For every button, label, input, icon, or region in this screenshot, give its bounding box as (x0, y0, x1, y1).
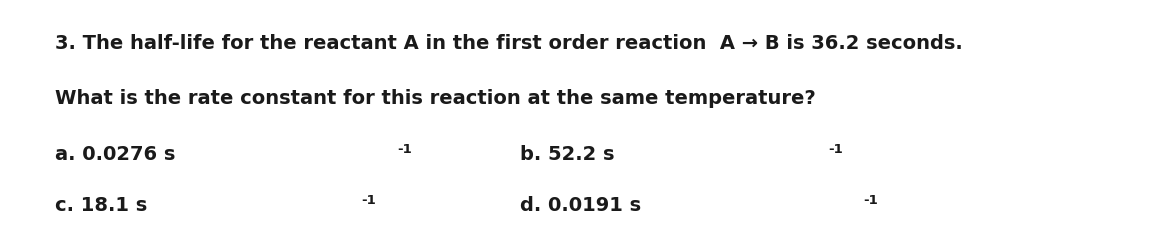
Text: b. 52.2 s: b. 52.2 s (520, 145, 615, 164)
Text: a. 0.0276 s: a. 0.0276 s (55, 145, 176, 164)
Text: 3. The half-life for the reactant A in the first order reaction  A → B is 36.2 s: 3. The half-life for the reactant A in t… (55, 34, 963, 53)
Text: -1: -1 (829, 143, 844, 156)
Text: What is the rate constant for this reaction at the same temperature?: What is the rate constant for this react… (55, 89, 816, 108)
Text: c. 18.1 s: c. 18.1 s (55, 196, 148, 215)
Text: -1: -1 (361, 194, 376, 207)
Text: -1: -1 (398, 143, 412, 156)
Text: d. 0.0191 s: d. 0.0191 s (520, 196, 642, 215)
Text: -1: -1 (862, 194, 877, 207)
